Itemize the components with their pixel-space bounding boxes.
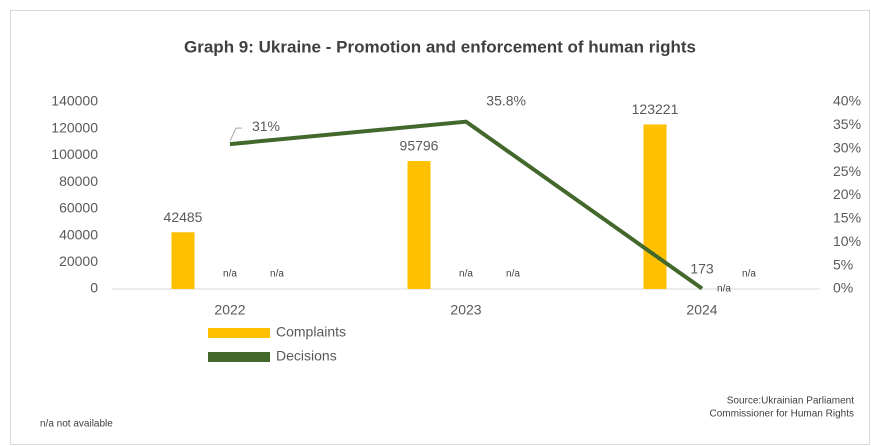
x-tick-label: 2024 [686, 302, 717, 318]
legend-swatch [208, 328, 270, 338]
bar [407, 161, 431, 289]
y-tick-label: 20000 [59, 253, 98, 269]
y2-tick-label: 40% [833, 93, 861, 109]
na-label: n/a [459, 269, 473, 280]
legend-label: Decisions [276, 348, 337, 364]
source: Source:Ukrainian Parliament [727, 396, 855, 407]
y2-tick-label: 5% [833, 256, 853, 272]
data-label: 31% [252, 118, 280, 134]
na-label: n/a [506, 269, 520, 280]
data-label: 35.8% [486, 92, 526, 108]
y-tick-label: 120000 [51, 119, 98, 135]
y2-tick-label: 35% [833, 116, 861, 132]
line [229, 119, 704, 291]
legend-label: Complaints [276, 324, 346, 340]
y2-tick-label: 30% [833, 139, 861, 155]
y-tick-label: 40000 [59, 226, 98, 242]
y2-tick-label: 20% [833, 186, 861, 202]
y2-tick-label: 15% [833, 210, 861, 226]
bar [643, 124, 667, 289]
na-label: n/a [223, 269, 237, 280]
na-label: n/a [270, 269, 284, 280]
y2-tick-label: 10% [833, 233, 861, 249]
source: Commissioner for Human Rights [710, 409, 855, 420]
legend-swatch [208, 352, 270, 362]
y-tick-label: 80000 [59, 173, 98, 189]
na-label: n/a [742, 269, 756, 280]
footnote: n/a not available [40, 419, 113, 430]
chart-title: Graph 9: Ukraine - Promotion and enforce… [184, 37, 696, 56]
data-label: 123221 [632, 101, 679, 117]
x-tick-label: 2023 [450, 302, 481, 318]
y-tick-label: 140000 [51, 93, 98, 109]
y-tick-label: 60000 [59, 200, 98, 216]
y-tick-label: 100000 [51, 146, 98, 162]
data-label: 42485 [164, 209, 203, 225]
x-tick-label: 2022 [214, 302, 245, 318]
y-tick-label: 0 [90, 280, 98, 296]
chart-border [10, 10, 870, 445]
y2-tick-label: 25% [833, 163, 861, 179]
data-label: 95796 [400, 138, 439, 154]
y2-tick-label: 0% [833, 280, 853, 296]
na-label: n/a [717, 284, 731, 295]
leader-line [229, 127, 242, 142]
annotation: 173 [690, 261, 714, 277]
bar [171, 232, 195, 289]
